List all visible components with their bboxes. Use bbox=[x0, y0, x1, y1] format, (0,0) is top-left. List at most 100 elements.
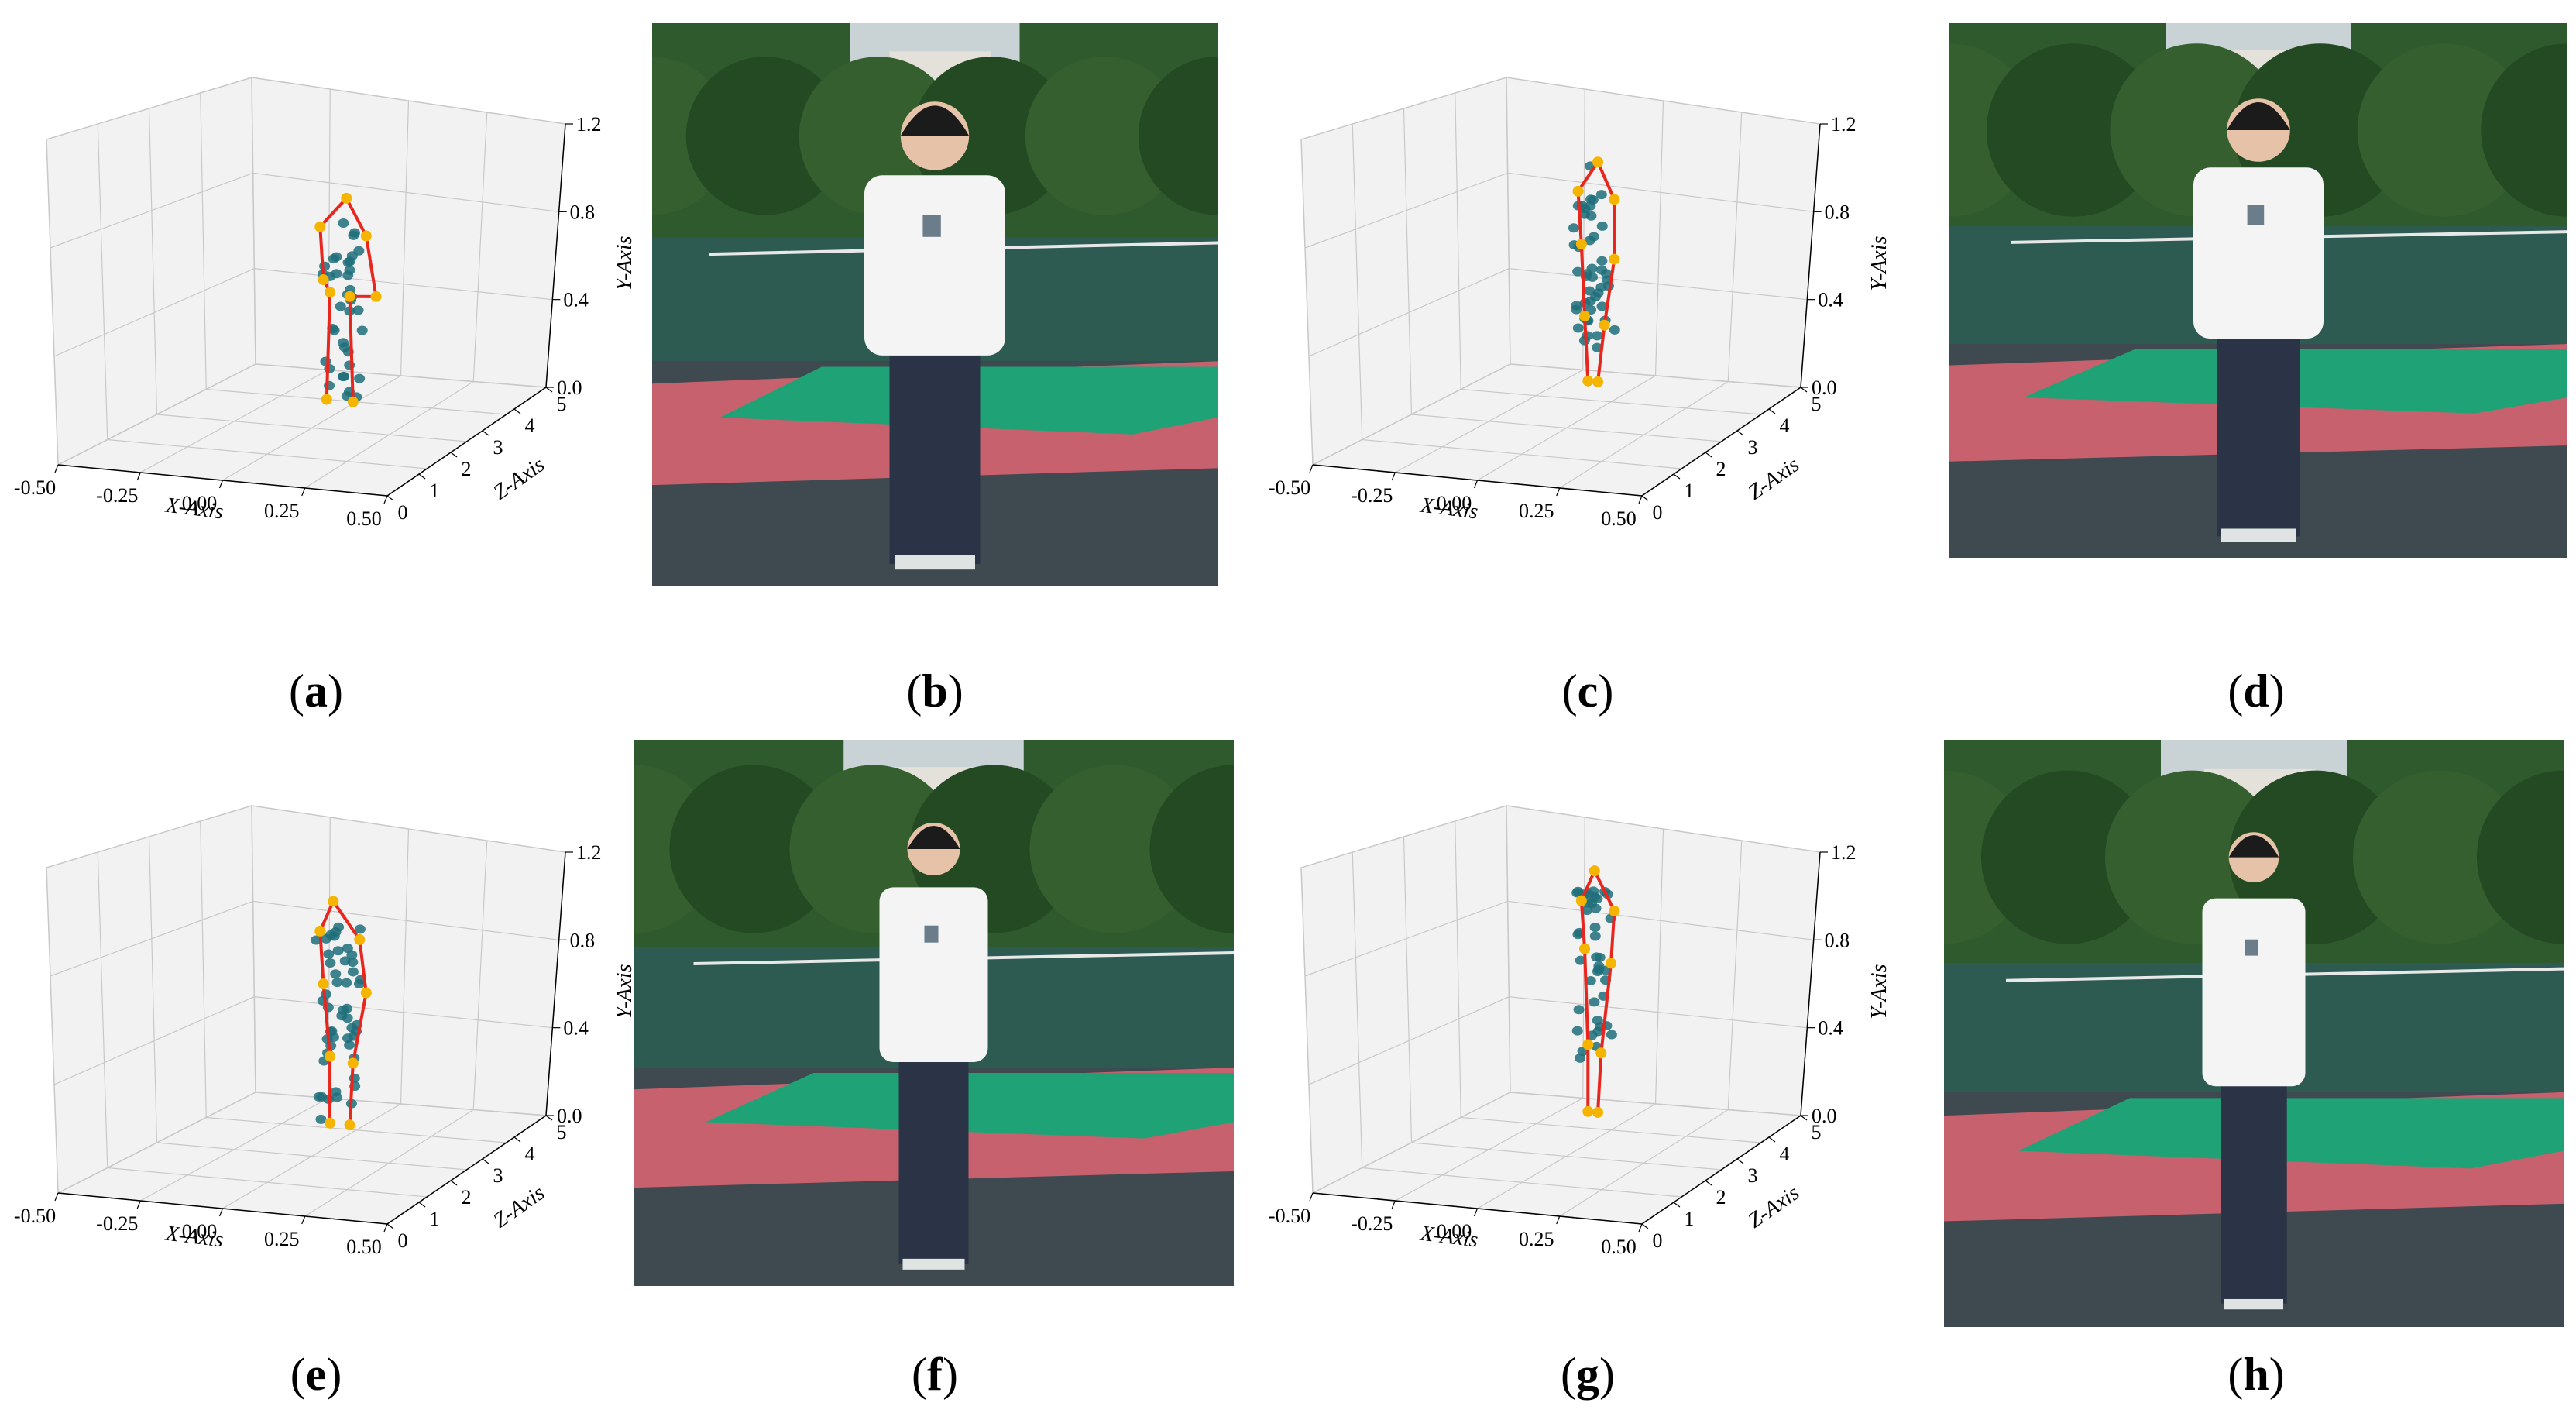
cloud-point bbox=[349, 228, 360, 238]
panel-f bbox=[634, 740, 1234, 1286]
x-tick-label: -0.25 bbox=[96, 1212, 138, 1235]
x-tick bbox=[1638, 1223, 1643, 1233]
skeleton-bone bbox=[348, 1063, 355, 1126]
z-axis-label: Z-Axis bbox=[489, 452, 549, 504]
cloud-point bbox=[1571, 888, 1583, 898]
y-axis-line bbox=[1800, 123, 1821, 388]
tree-canopy bbox=[2357, 43, 2531, 217]
skeleton-joint bbox=[318, 274, 329, 285]
skeleton-bone bbox=[1583, 315, 1590, 381]
cloud-point bbox=[1592, 893, 1603, 903]
z-tick-label: 2 bbox=[462, 1186, 472, 1209]
skeleton-joint bbox=[360, 230, 372, 242]
x-tick bbox=[218, 1208, 224, 1217]
person-shoes bbox=[2224, 1298, 2283, 1310]
z-tick bbox=[1673, 1202, 1681, 1208]
z-tick-label: 2 bbox=[1716, 458, 1726, 480]
person-shoes bbox=[895, 555, 975, 570]
cloud-point bbox=[1584, 286, 1595, 296]
z-tick-label: 5 bbox=[1812, 1121, 1822, 1143]
skeleton-joint bbox=[1572, 185, 1584, 197]
x-tick-label: -0.25 bbox=[1351, 484, 1393, 507]
z-tick-label: 1 bbox=[1685, 480, 1695, 502]
x-tick bbox=[301, 487, 306, 497]
tree-canopy bbox=[2477, 770, 2564, 944]
cloud-point bbox=[1585, 194, 1597, 205]
tree-canopy bbox=[2481, 43, 2567, 217]
cloud-point bbox=[1592, 331, 1603, 341]
x-tick bbox=[383, 495, 388, 504]
skeleton-bone bbox=[318, 900, 335, 932]
x-tick bbox=[54, 464, 59, 473]
cloud-point bbox=[325, 958, 336, 968]
skeleton-bone bbox=[358, 939, 368, 993]
y-tick-label: 1.2 bbox=[576, 841, 602, 864]
cloud-point bbox=[353, 979, 365, 989]
cloud-point bbox=[1572, 930, 1584, 940]
z-tick bbox=[1705, 452, 1712, 458]
z-tick-label: 5 bbox=[1812, 393, 1822, 415]
cloud-point bbox=[1572, 266, 1584, 277]
y-tick-label: 1.2 bbox=[1831, 841, 1856, 864]
cloud-point bbox=[356, 325, 368, 335]
cloud-point bbox=[1586, 263, 1598, 273]
cloud-point bbox=[1609, 325, 1620, 335]
skeleton-joint bbox=[325, 1050, 336, 1062]
z-tick-label: 2 bbox=[1716, 1186, 1726, 1209]
skeleton-bone bbox=[318, 197, 348, 229]
tree-canopy bbox=[1138, 57, 1218, 215]
photo-f bbox=[634, 740, 1234, 1286]
skeleton-joint bbox=[325, 287, 336, 298]
person-hair bbox=[2227, 102, 2290, 130]
cloud-point bbox=[1596, 256, 1608, 266]
tree-canopy bbox=[2353, 770, 2526, 944]
skeleton-joint bbox=[1599, 319, 1610, 331]
z-tick-label: 0 bbox=[1653, 501, 1663, 524]
skeleton-bone bbox=[318, 930, 325, 985]
caption-h: (h) bbox=[2227, 1349, 2285, 1400]
tree-canopy bbox=[1149, 765, 1234, 933]
x-tick bbox=[54, 1192, 59, 1202]
z-tick bbox=[1800, 1115, 1808, 1121]
skeleton-joint bbox=[1606, 958, 1617, 969]
y-tick-label: 0.0 bbox=[557, 1105, 582, 1127]
cloud-point bbox=[1585, 975, 1596, 985]
tree-canopy bbox=[1981, 770, 2155, 944]
skeleton-joint bbox=[321, 394, 332, 405]
cloud-point bbox=[1595, 190, 1607, 200]
z-tick bbox=[418, 1202, 426, 1208]
x-tick-label: 0.00 bbox=[182, 1220, 218, 1243]
z-tick-label: 5 bbox=[557, 1121, 567, 1143]
cloud-point bbox=[1596, 301, 1608, 311]
skeleton-joint bbox=[318, 978, 329, 990]
cloud-point bbox=[330, 969, 342, 979]
skeleton-joint bbox=[325, 1117, 336, 1129]
y-axis-line bbox=[545, 851, 566, 1116]
x-tick bbox=[383, 1223, 388, 1233]
cloud-point bbox=[325, 930, 337, 940]
cloud-point bbox=[323, 949, 335, 959]
tree-canopy bbox=[685, 57, 845, 215]
caption-b: (b) bbox=[906, 665, 963, 717]
back-pane bbox=[1506, 805, 1821, 1116]
z-tick-label: 1 bbox=[430, 480, 440, 502]
z-tick-label: 3 bbox=[1748, 436, 1758, 459]
skeleton-joint bbox=[1575, 895, 1587, 906]
cloud-point bbox=[328, 254, 339, 264]
person-trousers bbox=[2217, 322, 2300, 537]
cloud-point bbox=[316, 1092, 328, 1102]
cloud-point bbox=[1592, 288, 1604, 298]
cloud-point bbox=[1587, 272, 1599, 282]
cloud-point bbox=[338, 1005, 349, 1015]
panel-h bbox=[1944, 740, 2564, 1327]
skeleton-bone bbox=[325, 292, 332, 400]
x-tick-label: -0.50 bbox=[1269, 476, 1310, 499]
cloud-point bbox=[311, 935, 322, 945]
x-tick bbox=[136, 472, 141, 481]
cloud-point bbox=[354, 924, 366, 934]
y-axis-line bbox=[545, 123, 566, 388]
y-tick-label: 0.8 bbox=[570, 929, 596, 951]
y-tick-label: 0.8 bbox=[1825, 929, 1850, 951]
